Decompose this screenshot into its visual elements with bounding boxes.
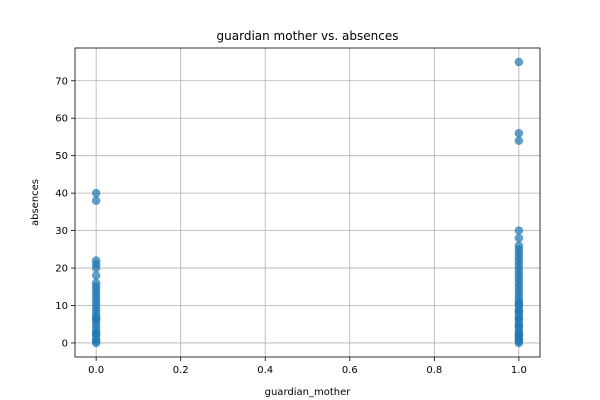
y-tick-label: 40: [55, 189, 68, 200]
scatter-point: [514, 306, 524, 316]
scatter-point: [91, 314, 101, 323]
grid-lines: [75, 48, 540, 357]
x-tick-label: 0.0: [88, 365, 104, 376]
scatter-point: [514, 329, 524, 338]
y-tick-label: 70: [55, 76, 68, 87]
scatter-point: [91, 196, 101, 205]
y-tick-label: 50: [55, 151, 68, 162]
y-tick-label: 0: [62, 338, 68, 349]
y-tick-label: 60: [55, 114, 68, 125]
scatter-point: [91, 278, 101, 288]
x-tick-label: 1.0: [511, 365, 527, 376]
y-tick-label: 10: [55, 301, 68, 312]
scatter-point: [514, 136, 524, 145]
y-axis-label: absences: [30, 179, 41, 226]
plot-frame: [74, 47, 541, 358]
scatter-point: [91, 188, 101, 198]
y-tick-label: 30: [55, 226, 68, 237]
x-axis-label: guardian_mother: [265, 387, 352, 398]
scatter-point: [514, 226, 524, 235]
scatter-point: [514, 128, 524, 138]
scatter-point: [514, 233, 524, 243]
axis-ticks: 0.0 0.2 0.4 0.6 0.8 1.0 0 10 20 30 40 50 60 70: [55, 76, 527, 376]
chart-title: guardian mother vs. absences: [217, 29, 399, 43]
data-points: [91, 57, 524, 348]
scatter-point: [514, 314, 524, 323]
x-tick-label: 0.6: [342, 365, 358, 376]
scatter-point: [91, 271, 101, 280]
scatter-point: [514, 321, 524, 331]
scatter-point: [514, 241, 524, 250]
scatter-point: [91, 336, 101, 346]
scatter-point: [514, 299, 524, 308]
x-tick-label: 0.4: [257, 365, 273, 376]
scatter-point: [91, 256, 101, 265]
scatter-point: [514, 57, 524, 67]
x-tick-label: 0.8: [426, 365, 442, 376]
y-tick-label: 20: [55, 264, 68, 275]
scatter-point: [91, 329, 101, 338]
x-tick-label: 0.2: [173, 365, 189, 376]
